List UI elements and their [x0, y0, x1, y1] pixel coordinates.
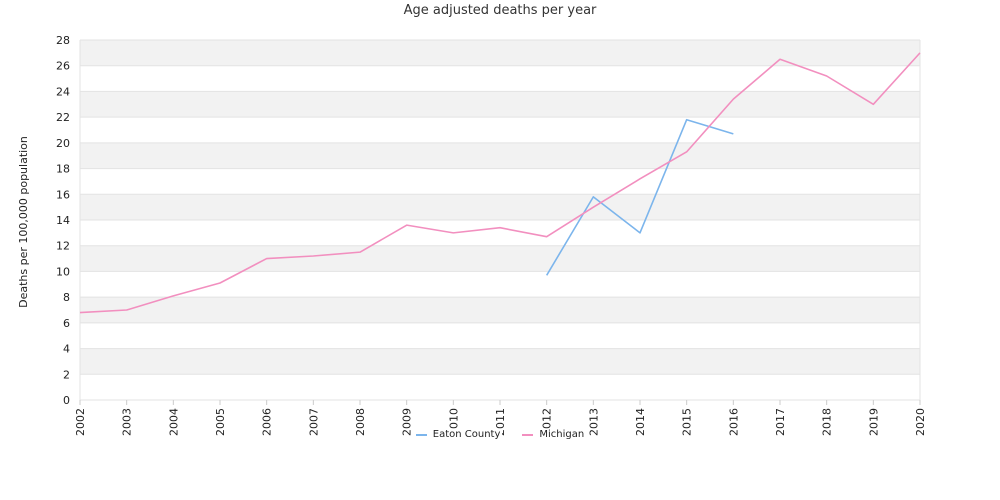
plot-band: [80, 194, 920, 220]
legend-swatch-eaton-county: [415, 433, 427, 436]
y-tick-label: 14: [56, 214, 70, 227]
grid-lines: [79, 39, 921, 401]
x-tick-label: 2013: [587, 408, 600, 436]
series-line-eaton-county[interactable]: [545, 118, 734, 276]
plot-band: [80, 65, 920, 92]
plot-band: [80, 271, 920, 298]
legend-label-michigan: Michigan: [539, 429, 585, 440]
legend-item-michigan[interactable]: Michigan: [520, 429, 587, 440]
y-tick-label: 4: [63, 343, 70, 356]
x-tick-label: 2008: [354, 408, 367, 436]
y-tick-label: 2: [63, 368, 70, 381]
y-tick-label: 22: [56, 111, 70, 124]
plot-band: [80, 117, 920, 143]
x-tick-label: 2006: [261, 408, 274, 436]
y-tick-label: 26: [56, 60, 70, 73]
plot-bands: [80, 40, 920, 400]
y-tick-label: 16: [56, 188, 70, 201]
plot-band: [80, 348, 920, 375]
y-tick-label: 8: [63, 291, 70, 304]
plot-band: [80, 245, 920, 272]
x-tick-label: 2004: [167, 408, 180, 436]
plot-band: [80, 220, 920, 246]
x-tick-label: 2016: [727, 408, 740, 436]
x-tick-label: 2009: [401, 408, 414, 436]
plot-band: [80, 297, 920, 323]
y-tick-label: 10: [56, 265, 70, 278]
plot-band: [80, 40, 920, 66]
x-tick-label: 2005: [214, 408, 227, 436]
x-tick-label: 2002: [74, 408, 87, 436]
y-tick-label: 6: [63, 317, 70, 330]
plot-band: [80, 142, 920, 169]
x-tick-label: 2018: [821, 408, 834, 436]
legend-item-eaton-county[interactable]: Eaton County: [413, 429, 503, 440]
x-tick-label: 2019: [867, 408, 880, 436]
y-tick-label: 28: [56, 34, 70, 47]
legend-swatch-michigan: [522, 433, 534, 436]
x-tick-label: 2015: [681, 408, 694, 436]
legend-label-eaton-county: Eaton County: [432, 429, 501, 440]
x-tick-label: 2003: [121, 408, 134, 436]
y-tick-label: 0: [63, 394, 70, 407]
chart-title: Age adjusted deaths per year: [403, 3, 597, 18]
plot-band: [80, 168, 920, 195]
legend: Eaton County Michigan: [0, 429, 1000, 440]
x-tick-label: 2020: [914, 408, 927, 436]
plot-band: [80, 374, 920, 400]
y-tick-label: 18: [56, 163, 70, 176]
x-tick-label: 2007: [307, 408, 320, 436]
x-tick-label: 2014: [634, 408, 647, 436]
x-tick-label: 2017: [774, 408, 787, 436]
y-tick-label: 24: [56, 85, 70, 98]
plot-band: [80, 322, 920, 349]
series-lines: [79, 52, 921, 314]
y-axis-label: Deaths per 100,000 population: [17, 136, 30, 308]
series-line-michigan[interactable]: [79, 52, 921, 314]
y-tick-label: 12: [56, 240, 70, 253]
y-tick-label: 20: [56, 137, 70, 150]
plot-band: [80, 91, 920, 118]
